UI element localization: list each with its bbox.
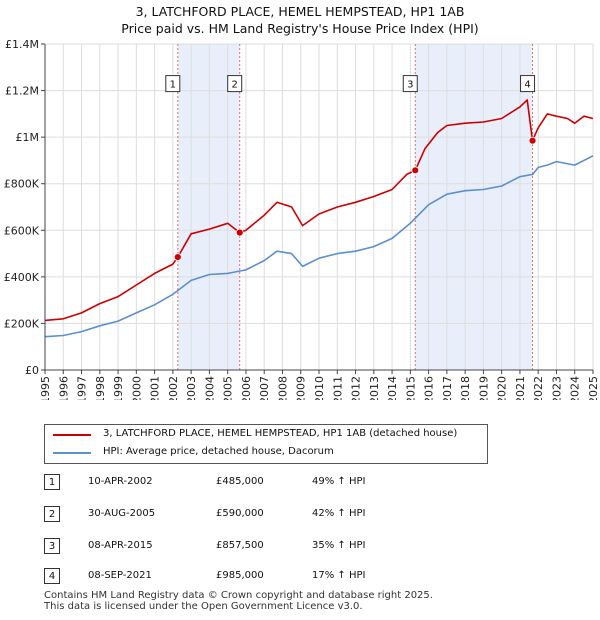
sale-row: 2 30-AUG-2005 £590,000 42% ↑ HPI [44, 506, 464, 524]
series-line-property [44, 99, 594, 322]
sale-point [528, 136, 537, 145]
x-tick-label: 2016 [423, 376, 436, 400]
sale-date: 08-APR-2015 [88, 540, 153, 551]
sale-price: £985,000 [216, 570, 264, 581]
legend-label-property: 3, LATCHFORD PLACE, HEMEL HEMPSTEAD, HP1… [103, 428, 458, 439]
sale-number-box: 1 [44, 474, 60, 490]
y-tick-label: £600K [4, 224, 40, 237]
x-tick-label: 2022 [532, 376, 545, 400]
y-tick-label: £800K [4, 178, 40, 191]
chart-subtitle: Price paid vs. HM Land Registry's House … [121, 21, 479, 36]
x-tick-label: 2007 [258, 376, 271, 400]
sale-label-box [520, 75, 536, 93]
sale-row: 1 10-APR-2002 £485,000 49% ↑ HPI [44, 474, 464, 492]
legend: 3, LATCHFORD PLACE, HEMEL HEMPSTEAD, HP1… [44, 424, 488, 464]
legend-swatch-property [53, 434, 91, 436]
sale-label-box [165, 75, 181, 93]
sale-label-number: 4 [524, 80, 530, 91]
sale-point [235, 228, 244, 237]
x-tick-label: 2018 [459, 376, 472, 400]
footer-copyright: Contains HM Land Registry data © Crown c… [44, 590, 433, 601]
x-tick-label: 2003 [185, 376, 198, 400]
x-tick-label: 2004 [203, 376, 216, 400]
sale-price: £857,500 [216, 540, 264, 551]
sale-hpi-diff: 49% ↑ HPI [312, 476, 366, 487]
sale-row: 4 08-SEP-2021 £985,000 17% ↑ HPI [44, 568, 464, 586]
sale-hpi-diff: 42% ↑ HPI [312, 508, 366, 519]
x-tick-label: 2024 [569, 376, 582, 400]
x-tick-label: 2015 [404, 376, 417, 400]
sale-date: 08-SEP-2021 [88, 570, 152, 581]
series-line-hpi [44, 155, 594, 338]
x-tick-label: 2023 [550, 376, 563, 400]
x-tick-label: 1996 [57, 376, 70, 400]
ownership-shade [415, 44, 533, 370]
x-tick-label: 2021 [514, 376, 527, 400]
x-tick-label: 1999 [112, 376, 125, 400]
x-tick-label: 2011 [331, 376, 344, 400]
sale-price: £485,000 [216, 476, 264, 487]
sale-point [173, 253, 182, 261]
y-tick-label: £1.4M [5, 38, 39, 51]
x-tick-label: 2017 [441, 376, 454, 400]
x-tick-label: 2009 [295, 376, 308, 400]
sale-hpi-diff: 17% ↑ HPI [312, 570, 366, 581]
x-tick-label: 1997 [76, 376, 89, 400]
sale-label-box [402, 75, 418, 93]
x-tick-label: 2019 [477, 376, 490, 400]
x-tick-label: 2006 [240, 376, 253, 400]
y-tick-label: £0 [25, 364, 39, 377]
x-tick-label: 2008 [276, 376, 289, 400]
x-tick-label: 1998 [94, 376, 107, 400]
x-tick-label: 2020 [496, 376, 509, 400]
x-tick-label: 2012 [350, 376, 363, 400]
sale-label-number: 3 [407, 80, 413, 91]
footer-licence: This data is licensed under the Open Gov… [44, 601, 363, 612]
x-tick-label: 2025 [587, 376, 600, 400]
x-tick-label: 2000 [130, 376, 143, 400]
sale-label-number: 1 [170, 80, 176, 91]
sale-number-box: 4 [44, 568, 60, 584]
x-tick-label: 2010 [313, 376, 326, 400]
y-tick-label: £400K [4, 271, 40, 284]
y-tick-label: £1M [16, 131, 40, 144]
sale-label-number: 2 [232, 80, 238, 91]
x-tick-label: 2002 [167, 376, 180, 400]
sale-point [411, 166, 420, 175]
sale-number-box: 2 [44, 506, 60, 522]
x-tick-label: 2013 [368, 376, 381, 400]
sale-row: 3 08-APR-2015 £857,500 35% ↑ HPI [44, 538, 464, 556]
legend-swatch-hpi [53, 452, 91, 454]
x-tick-label: 2014 [386, 376, 399, 400]
sale-date: 30-AUG-2005 [88, 508, 156, 519]
sale-label-box [227, 75, 243, 93]
sale-date: 10-APR-2002 [88, 476, 153, 487]
sale-number-box: 3 [44, 538, 60, 554]
x-tick-label: 1995 [39, 376, 52, 400]
y-tick-label: £200K [4, 317, 40, 330]
sale-hpi-diff: 35% ↑ HPI [312, 540, 366, 551]
x-tick-label: 2005 [222, 376, 235, 400]
x-tick-label: 2001 [149, 376, 162, 400]
legend-label-hpi: HPI: Average price, detached house, Daco… [103, 446, 334, 457]
price-chart: 1 2 3 4 £0 £200K £400K £600K £800K £1M £1.2M £1.4M 1… [4, 38, 600, 400]
y-tick-label: £1.2M [5, 85, 39, 98]
ownership-shade [177, 44, 240, 370]
sale-price: £590,000 [216, 508, 264, 519]
chart-title: 3, LATCHFORD PLACE, HEMEL HEMPSTEAD, HP1… [135, 4, 465, 19]
